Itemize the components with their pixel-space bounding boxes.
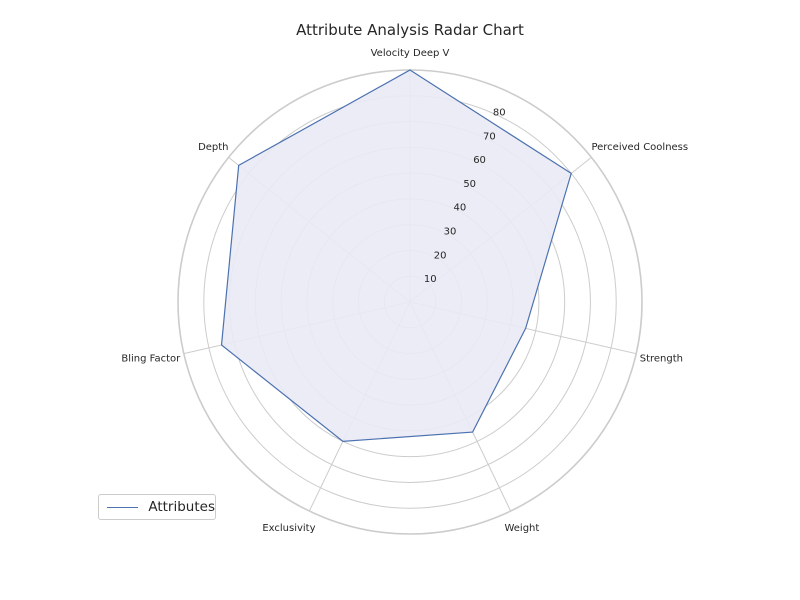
r-tick-label: 70 [483,131,496,142]
category-label: Strength [640,354,683,365]
legend: Attributes [98,494,216,520]
legend-label: Attributes [148,499,215,515]
r-tick-label: 40 [453,203,466,214]
category-label: Perceived Coolness [591,142,688,153]
category-label: Weight [504,523,539,534]
r-tick-label: 20 [434,250,447,261]
r-tick-label: 10 [424,274,437,285]
category-label: Velocity Deep V [371,48,450,59]
chart-title: Attribute Analysis Radar Chart [296,21,524,39]
series-line [220,69,572,442]
legend-line-swatch [107,506,139,508]
r-tick-label: 30 [444,227,457,238]
r-tick-label: 50 [463,179,476,190]
r-tick-label: 80 [493,107,506,118]
category-label: Bling Factor [121,354,181,365]
r-tick-label: 60 [473,155,486,166]
category-label: Depth [198,142,228,153]
series-area-fill [221,70,572,442]
category-label: Exclusivity [262,523,315,534]
